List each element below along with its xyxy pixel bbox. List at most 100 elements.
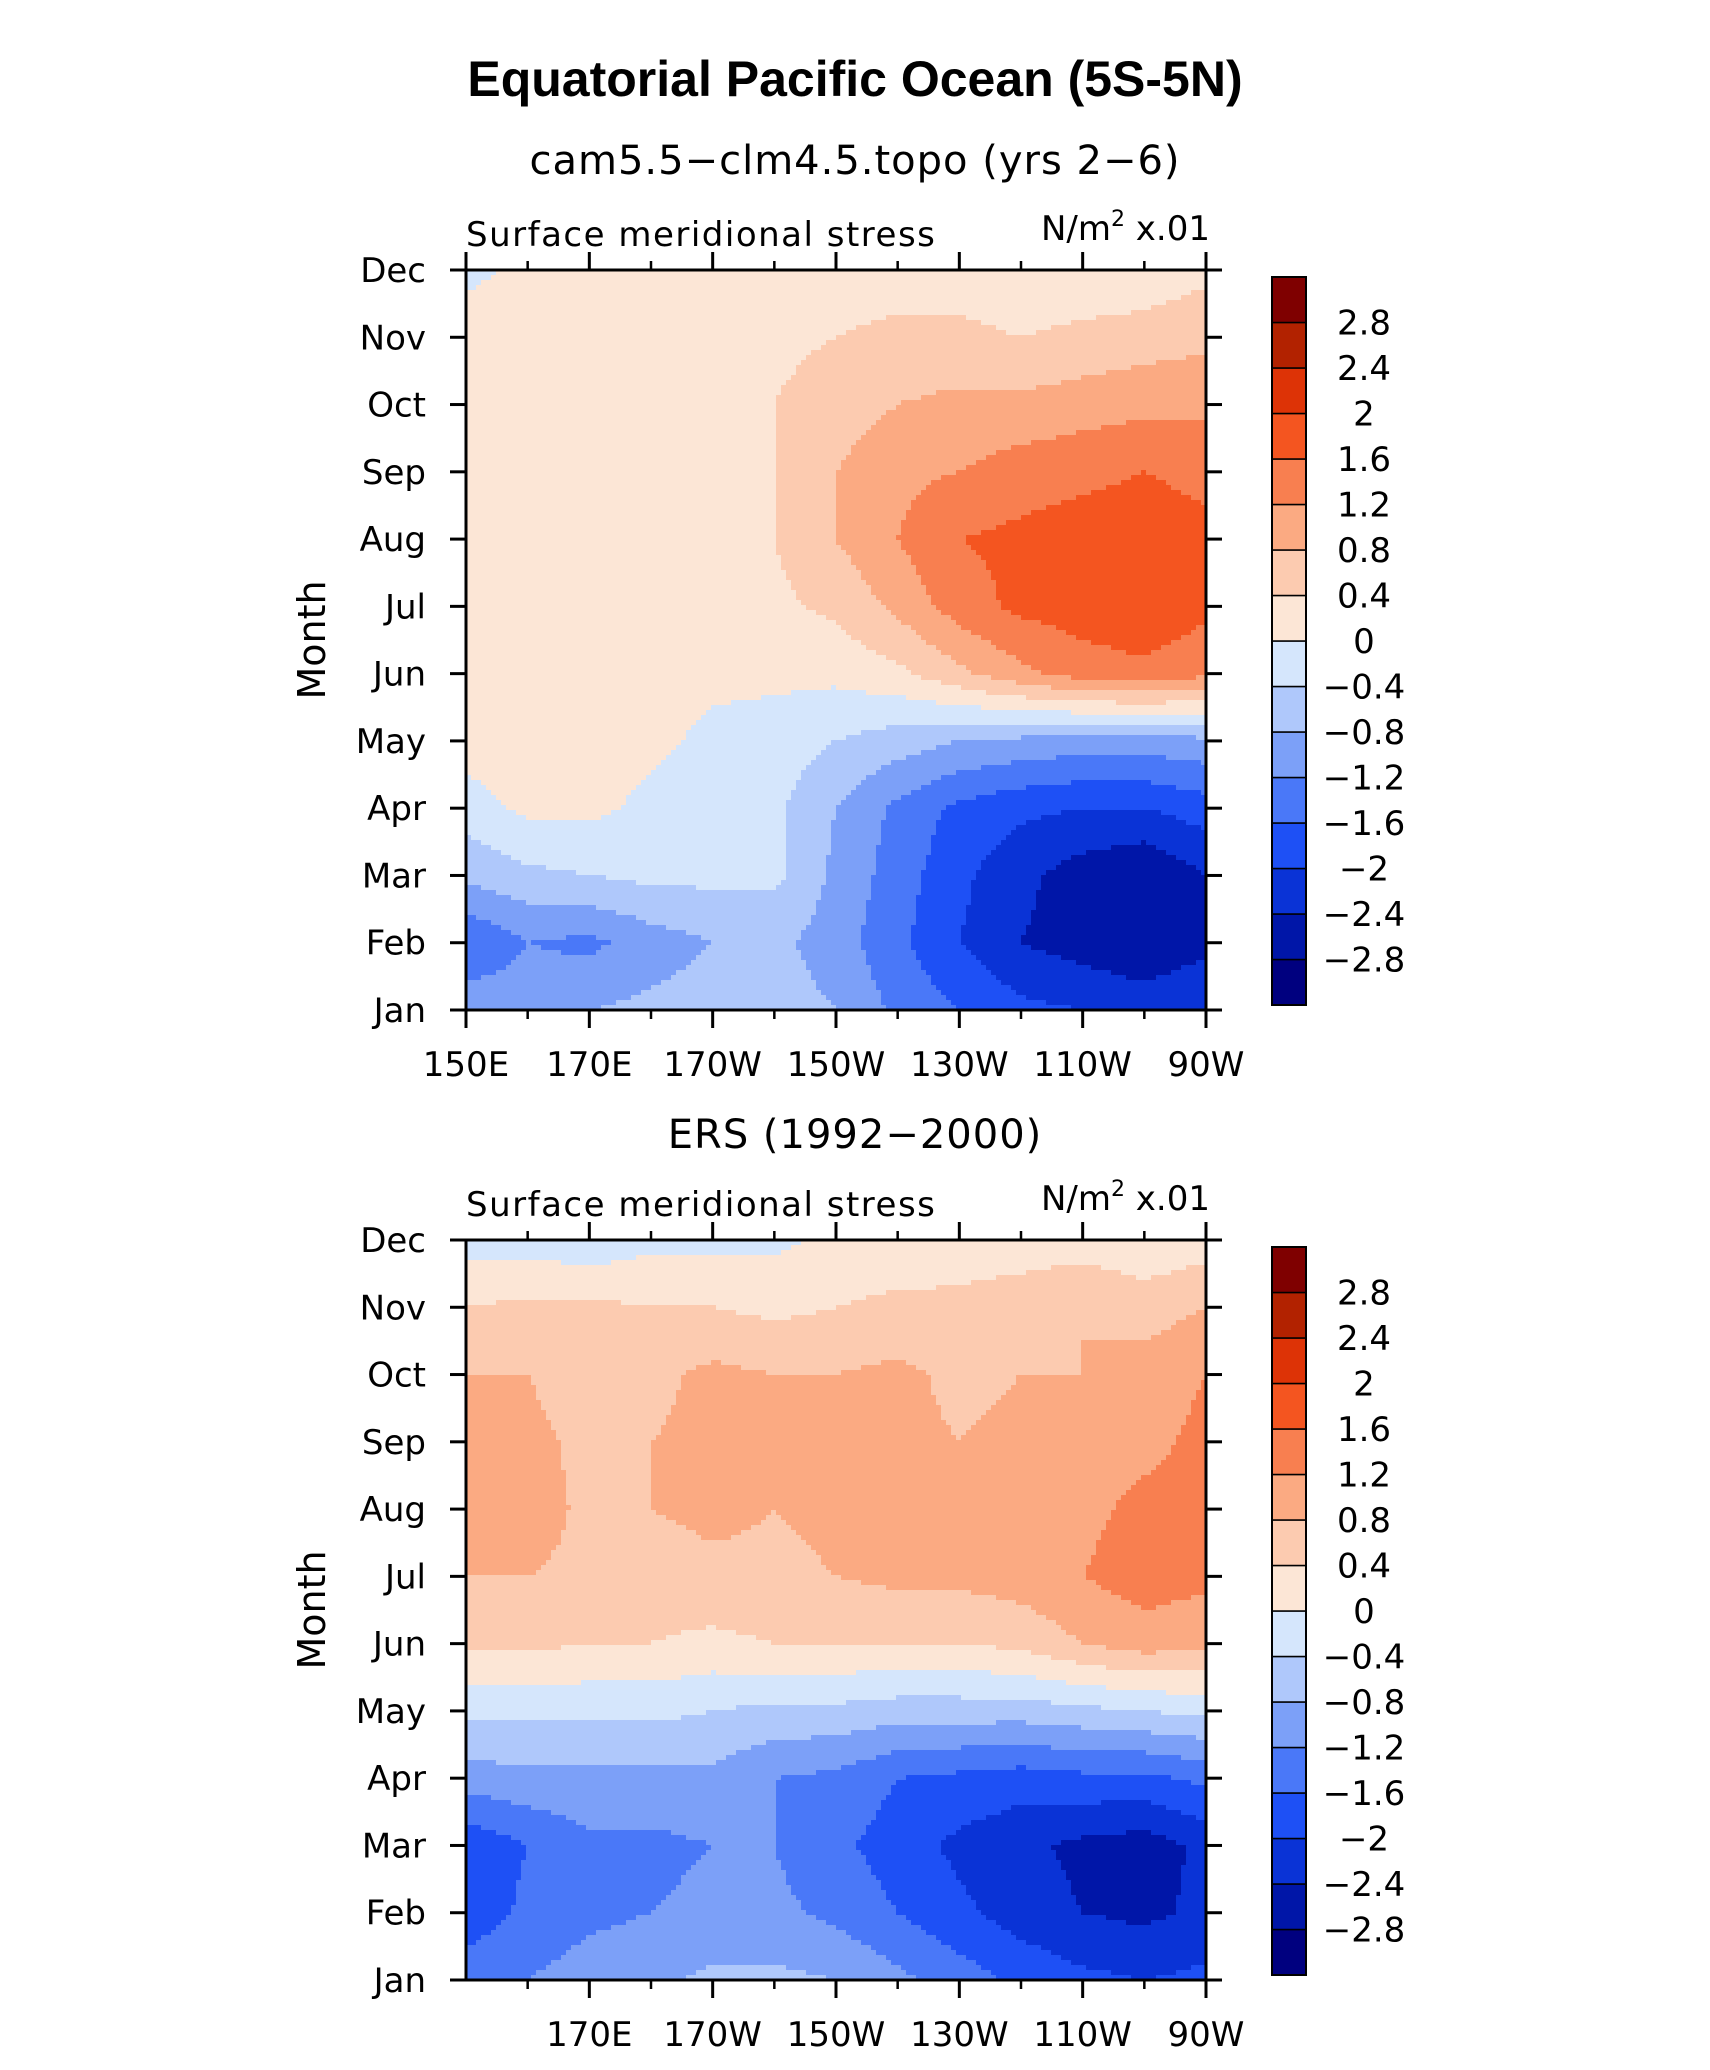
contour-cell xyxy=(1016,285,1022,291)
contour-cell xyxy=(636,375,642,381)
contour-cell xyxy=(981,430,987,436)
contour-cell xyxy=(741,280,747,286)
contour-cell xyxy=(621,390,627,396)
contour-cell xyxy=(546,435,552,441)
contour-cell xyxy=(1136,385,1142,391)
contour-cell xyxy=(591,355,597,361)
contour-cell xyxy=(1036,405,1042,411)
contour-cell xyxy=(941,275,947,281)
contour-cell xyxy=(656,300,662,306)
contour-cell xyxy=(976,370,982,376)
contour-cell xyxy=(651,415,657,421)
contour-cell xyxy=(641,365,647,371)
contour-cell xyxy=(1181,315,1187,321)
contour-cell xyxy=(866,420,872,426)
contour-cell xyxy=(781,300,787,306)
contour-cell xyxy=(721,365,727,371)
contour-cell xyxy=(481,395,487,401)
contour-cell xyxy=(916,365,922,371)
contour-cell xyxy=(511,395,517,401)
contour-cell xyxy=(1086,380,1092,386)
contour-cell xyxy=(656,375,662,381)
contour-cell xyxy=(646,340,652,346)
contour-cell xyxy=(1101,380,1107,386)
contour-cell xyxy=(556,420,562,426)
contour-cell xyxy=(1201,405,1207,411)
contour-cell xyxy=(1111,370,1117,376)
contour-cell xyxy=(551,295,557,301)
contour-cell xyxy=(516,400,522,406)
contour-cell xyxy=(886,290,892,296)
contour-cell xyxy=(466,385,472,391)
contour-cell xyxy=(1071,370,1077,376)
contour-cell xyxy=(471,335,477,341)
contour-cell xyxy=(791,385,797,391)
contour-cell xyxy=(791,335,797,341)
contour-cell xyxy=(996,305,1002,311)
contour-cell xyxy=(871,280,877,286)
contour-cell xyxy=(651,295,657,301)
contour-cell xyxy=(1181,320,1187,326)
contour-cell xyxy=(896,310,902,316)
contour-cell xyxy=(541,325,547,331)
contour-cell xyxy=(651,420,657,426)
contour-cell xyxy=(891,415,897,421)
contour-cell xyxy=(806,290,812,296)
contour-cell xyxy=(876,410,882,416)
contour-cell xyxy=(946,340,952,346)
contour-cell xyxy=(876,365,882,371)
contour-cell xyxy=(836,400,842,406)
contour-cell xyxy=(1076,270,1082,276)
contour-cell xyxy=(926,365,932,371)
contour-cell xyxy=(581,340,587,346)
contour-cell xyxy=(846,365,852,371)
contour-cell xyxy=(836,420,842,426)
contour-cell xyxy=(756,415,762,421)
contour-cell xyxy=(1016,390,1022,396)
contour-cell xyxy=(921,415,927,421)
contour-cell xyxy=(541,355,547,361)
contour-cell xyxy=(1176,420,1182,426)
contour-cell xyxy=(836,370,842,376)
contour-cell xyxy=(1086,340,1092,346)
contour-cell xyxy=(936,365,942,371)
contour-cell xyxy=(766,375,772,381)
contour-cell xyxy=(551,395,557,401)
contour-cell xyxy=(1051,365,1057,371)
contour-cell xyxy=(581,270,587,276)
contour-cell xyxy=(781,430,787,436)
contour-cell xyxy=(486,285,492,291)
contour-cell xyxy=(816,415,822,421)
contour-cell xyxy=(1111,360,1117,366)
contour-cell xyxy=(591,420,597,426)
contour-cell xyxy=(896,350,902,356)
contour-cell xyxy=(996,345,1002,351)
contour-cell xyxy=(871,320,877,326)
contour-cell xyxy=(691,395,697,401)
contour-cell xyxy=(596,395,602,401)
contour-cell xyxy=(481,365,487,371)
contour-cell xyxy=(906,305,912,311)
contour-cell xyxy=(1201,325,1207,331)
contour-cell xyxy=(1021,355,1027,361)
contour-cell xyxy=(491,405,497,411)
contour-cell xyxy=(821,315,827,321)
contour-cell xyxy=(1096,270,1102,276)
contour-cell xyxy=(1141,430,1147,436)
contour-cell xyxy=(1091,365,1097,371)
contour-cell xyxy=(536,285,542,291)
contour-cell xyxy=(716,400,722,406)
contour-cell xyxy=(961,305,967,311)
contour-cell xyxy=(756,425,762,431)
contour-cell xyxy=(986,285,992,291)
contour-cell xyxy=(901,375,907,381)
contour-cell xyxy=(571,410,577,416)
contour-cell xyxy=(771,300,777,306)
contour-cell xyxy=(1021,435,1027,441)
contour-cell xyxy=(851,410,857,416)
contour-cell xyxy=(1056,430,1062,436)
contour-cell xyxy=(976,395,982,401)
contour-cell xyxy=(791,410,797,416)
contour-cell xyxy=(591,345,597,351)
contour-cell xyxy=(596,385,602,391)
